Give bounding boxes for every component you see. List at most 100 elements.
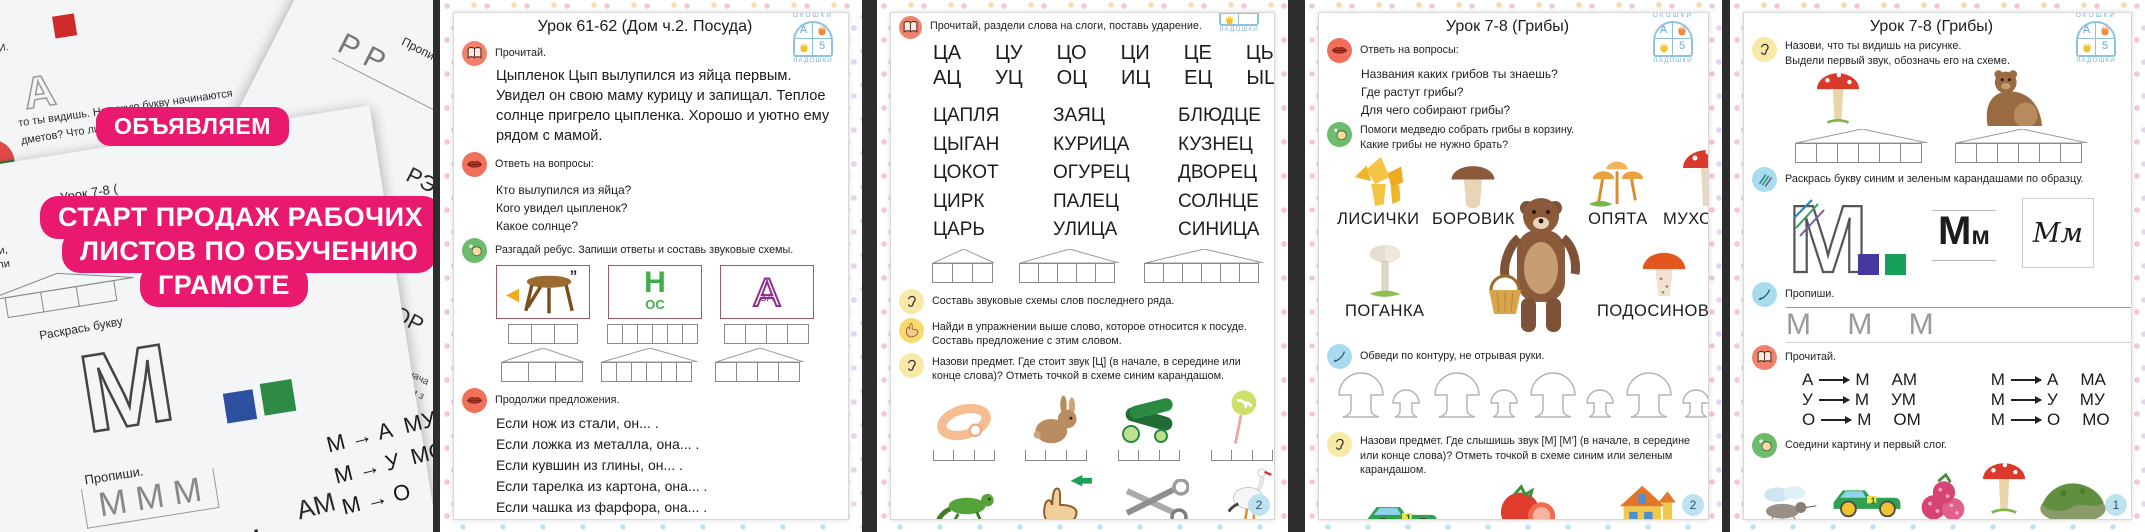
orange-hand-icon — [2096, 23, 2114, 39]
mushroom-cell: МУХОМОР — [1663, 144, 1708, 229]
letter-m-outline: М — [70, 319, 182, 457]
rabbit-image — [1033, 395, 1077, 444]
word: СИНИЦА — [1178, 219, 1260, 240]
word: ПАЛЕЦ — [1053, 190, 1119, 212]
sentence-list: Если нож из стали, он... . Если ложка из… — [496, 413, 838, 518]
lips-icon — [1327, 38, 1352, 63]
logo-letter: А — [795, 22, 813, 39]
ear-icon — [899, 352, 924, 378]
section-schemes: Составь звуковые схемы слов последнего р… — [899, 288, 1264, 314]
story-text: Цыпленок Цып вылупился из яйца первым. У… — [496, 68, 830, 145]
logo-arc-text: ОКОШКИ — [1652, 12, 1694, 19]
object-cell — [933, 483, 1001, 519]
read-column-left: А М АМ У М УМ О М ОМ — [1802, 370, 1921, 430]
logo-arc-text: ОКОШКИ — [792, 12, 834, 19]
ladoshki-logo: 5 ЛАДОШКИ — [1206, 13, 1272, 34]
write-label: Пропиши. — [1785, 288, 1835, 301]
logo-window: А 5 — [793, 20, 833, 57]
logo-window: А 5 — [2076, 20, 2116, 57]
sound-scheme-row — [496, 323, 838, 344]
connect-label: Соедини картину и первый слог. — [1785, 439, 1947, 452]
object-cell — [1025, 392, 1087, 461]
ear-icon — [1752, 37, 1777, 62]
question: Кого увидел цыпленок? — [496, 200, 628, 215]
logo-bottom-text: ЛАДОШКИ — [2076, 56, 2116, 64]
big-letter-block: М — [1786, 185, 1906, 294]
word: КУЗНЕЦ — [1178, 133, 1253, 155]
lollipop-image — [1231, 390, 1257, 444]
syllable-scheme — [0, 272, 134, 319]
word-column-3: БЛЮДЦЕ КУЗНЕЦ ДВОРЕЦ СОЛНЦЕ СИНИЦА — [1178, 102, 1261, 245]
word: ДВОРЕЦ — [1178, 162, 1258, 183]
word: ЦАПЛЯ — [933, 105, 1000, 126]
schemes-label: Составь звуковые схемы слов последнего р… — [932, 294, 1175, 307]
section-color-letter: Раскрась букву синим и зеленым карандаша… — [1752, 167, 2121, 193]
poganka-image — [1369, 245, 1401, 297]
logo-number: 5 — [2101, 40, 2109, 52]
object-row-2 — [933, 467, 1272, 519]
syllable-row-1: ЦАЦУЦОЦИЦЕЦЫЯЦ — [933, 42, 1274, 65]
object-cell: 1 — [1361, 488, 1443, 520]
read-label: Прочитай. — [495, 47, 547, 59]
rebus-table: ” — [496, 264, 590, 319]
mushroom-label: ПОГАНКА — [1345, 302, 1425, 321]
object-row-1 — [933, 388, 1273, 461]
yellow-hand-icon — [1655, 38, 1673, 55]
syllable: ЦИ — [1120, 42, 1150, 64]
mosquito-image — [1764, 486, 1817, 519]
orange-hand-icon — [1221, 13, 1239, 14]
mukhomor-image — [1816, 72, 1860, 124]
mushroom-contours — [1338, 372, 1708, 418]
word: ЦЫГАН — [933, 133, 1000, 155]
sentence: Если ложка из металла, она... . — [496, 435, 700, 452]
syllable: УЦ — [995, 67, 1023, 89]
moss-image — [2040, 483, 2106, 519]
roof-scheme-row — [932, 248, 1264, 283]
page-number: 1 — [2105, 494, 2127, 516]
logo-window: А 5 — [1653, 20, 1693, 57]
question: Названия каких грибов ты знаешь? — [1361, 67, 1558, 81]
connect-picture-row: 1 — [1754, 458, 2121, 519]
section-connect: Соедини картину и первый слог. — [1752, 433, 2121, 459]
mushroom-label: ЛИСИЧКИ — [1337, 210, 1420, 229]
mushroom-cell: БОРОВИК — [1432, 158, 1515, 229]
divider — [862, 0, 877, 532]
syllable-re: РЭ — [402, 161, 433, 199]
green-square — [259, 379, 297, 416]
promo-photo-panel: И. А то ты видишь. На какую букву начина… — [0, 0, 433, 532]
svg-text:М: М — [1788, 192, 1868, 280]
first-sound-text: Назови, что ты видишь на рисунке. Выдели … — [1785, 40, 2010, 67]
page-1-content: ОКОШКИ А 5 ЛАДОШКИ Урок 61-62 (Дом ч.2. … — [453, 12, 849, 520]
mushrooms-block: ЛИСИЧКИ БОРОВИК ОПЯТА МУХОМОР ПОГАНКА ПО… — [1337, 149, 1708, 342]
sentence: Если кувшин из глины, он... . — [496, 456, 683, 473]
syllable-row-2: АЦ УЦ ОЦ ИЦ ЕЦ ЫЦ — [933, 67, 1274, 90]
orange-hand-icon — [1673, 23, 1691, 39]
question: Где растут грибы? — [1361, 85, 1464, 99]
syllable: ЦУ — [995, 42, 1023, 64]
divider — [1288, 0, 1305, 532]
ladoshki-logo: ОКОШКИ А 5 ЛАДОШКИ — [780, 13, 846, 64]
ring-image — [937, 403, 991, 440]
logo-letter: А — [2078, 22, 2096, 39]
red-square — [52, 13, 78, 39]
find-word-text: Найди в упражнении выше слово, которое о… — [932, 320, 1247, 348]
colored-pencils-icon — [1752, 167, 1777, 193]
question: Какое солнце? — [496, 218, 578, 233]
orange-hand-icon — [813, 23, 831, 39]
continue-label: Продолжи предложения. — [495, 393, 620, 406]
read-row: М О МО — [1990, 410, 2110, 430]
section-write: Пропиши. — [1752, 282, 2121, 308]
trace-contour-label: Обведи по контуру, не отрывая руки. — [1360, 350, 1545, 363]
read-row: М А МА — [1990, 370, 2106, 390]
svg-text:1: 1 — [1406, 513, 1411, 520]
letter-practice-row: М Мм Мм — [1786, 185, 2121, 294]
section-questions: Ответь на вопросы: — [462, 151, 838, 177]
sound-m-text: Назови предмет. Где слышишь звук [М] [М’… — [1360, 435, 1691, 477]
blue-square — [222, 389, 258, 424]
page-title: Урок 61-62 (Дом ч.2. Посуда) — [537, 18, 753, 35]
thinking-child-icon — [1327, 122, 1352, 147]
ear-icon — [1327, 432, 1352, 458]
sentence: Если тарелка из картона, она... . — [496, 477, 708, 494]
vydeli-fragment: Выдели — [0, 257, 11, 276]
question: Для чего собирают грибы? — [1361, 103, 1511, 117]
